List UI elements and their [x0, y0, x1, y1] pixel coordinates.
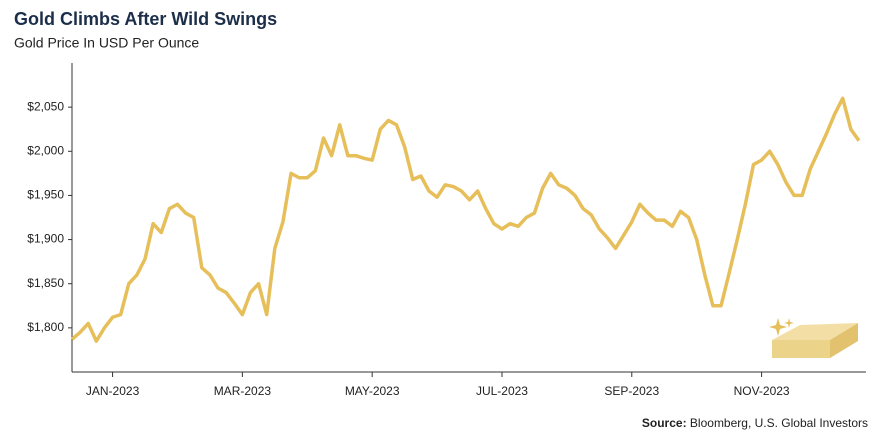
x-tick-label: MAR-2023	[214, 384, 272, 398]
x-tick-label: JAN-2023	[86, 384, 140, 398]
y-tick-label: $1,900	[27, 232, 64, 246]
y-tick-label: $2,000	[27, 143, 64, 157]
gold-icon	[769, 318, 858, 358]
chart-title: Gold Climbs After Wild Swings	[14, 9, 277, 29]
x-tick-label: MAY-2023	[345, 384, 400, 398]
y-tick-label: $1,850	[27, 276, 64, 290]
source-text: Bloomberg, U.S. Global Investors	[690, 416, 868, 430]
source: Source: Bloomberg, U.S. Global Investors	[642, 416, 868, 430]
y-tick-label: $2,050	[27, 99, 64, 113]
price-line	[70, 96, 861, 343]
x-tick-label: SEP-2023	[604, 384, 659, 398]
chart-subtitle: Gold Price In USD Per Ounce	[14, 35, 199, 51]
x-tick-label: JUL-2023	[476, 384, 528, 398]
y-tick-label: $1,950	[27, 188, 64, 202]
y-tick-label: $1,800	[27, 320, 64, 334]
source-label: Source:	[642, 416, 687, 430]
x-tick-label: NOV-2023	[734, 384, 790, 398]
